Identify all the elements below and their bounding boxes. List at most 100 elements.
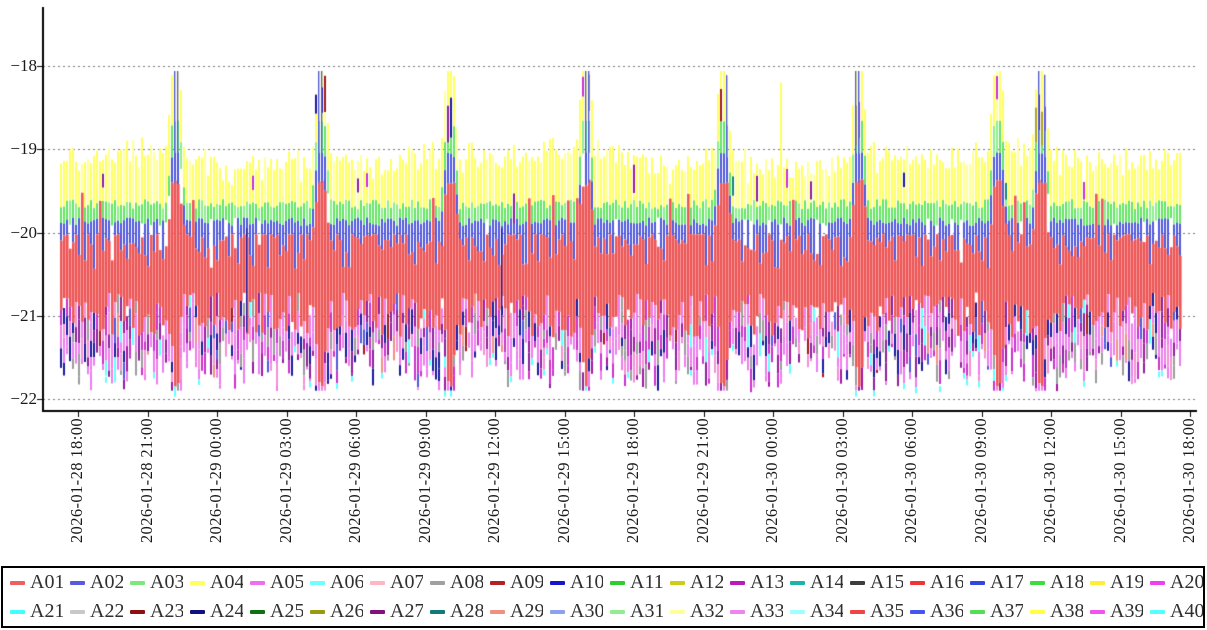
legend-item-A30: A30 — [543, 600, 603, 623]
legend-label: A38 — [1050, 600, 1083, 622]
legend-swatch — [1090, 580, 1105, 585]
legend-swatch — [850, 609, 865, 614]
legend-swatch — [250, 580, 265, 585]
legend-swatch — [910, 580, 925, 585]
legend-swatch — [1030, 580, 1045, 585]
legend-label: A28 — [450, 600, 483, 622]
legend-swatch — [130, 609, 145, 614]
legend-item-A20: A20 — [1143, 571, 1203, 594]
legend-label: A39 — [1110, 600, 1143, 622]
legend-label: A06 — [330, 571, 363, 593]
legend-item-A08: A08 — [423, 571, 483, 594]
legend-item-A36: A36 — [903, 600, 963, 623]
y-tick-label: −19 — [10, 139, 37, 159]
legend-swatch — [190, 580, 205, 585]
legend-swatch — [310, 580, 325, 585]
legend-label: A01 — [30, 571, 63, 593]
legend-box: A01 A02 A03 A04 A05 A06 A07 A08 A09 A10 A11 A12 A13 A… — [1, 566, 1205, 628]
legend-swatch — [430, 580, 445, 585]
legend-item-A11: A11 — [603, 571, 663, 594]
legend-item-A06: A06 — [303, 571, 363, 594]
y-tick-label: −21 — [10, 305, 37, 325]
legend-label: A26 — [330, 600, 363, 622]
legend-swatch — [610, 580, 625, 585]
legend-label: A11 — [630, 571, 663, 593]
legend-item-A22: A22 — [63, 600, 123, 623]
legend-label: A13 — [750, 571, 783, 593]
legend-label: A04 — [210, 571, 243, 593]
legend-swatch — [790, 580, 805, 585]
legend-label: A18 — [1050, 571, 1083, 593]
legend-item-A10: A10 — [543, 571, 603, 594]
y-tick-label: −18 — [10, 56, 37, 75]
legend-item-A03: A03 — [123, 571, 183, 594]
legend-item-A07: A07 — [363, 571, 423, 594]
legend-item-A26: A26 — [303, 600, 363, 623]
legend-item-A35: A35 — [843, 600, 903, 623]
legend-item-A27: A27 — [363, 600, 423, 623]
legend-label: A02 — [90, 571, 123, 593]
legend-label: A22 — [90, 600, 123, 622]
legend-item-A24: A24 — [183, 600, 243, 623]
legend-label: A16 — [930, 571, 963, 593]
legend-item-A13: A13 — [723, 571, 783, 594]
legend-swatch — [730, 609, 745, 614]
legend-label: A29 — [510, 600, 543, 622]
y-tick-label: −20 — [10, 222, 37, 242]
legend-item-A09: A09 — [483, 571, 543, 594]
legend-item-A29: A29 — [483, 600, 543, 623]
legend-item-A38: A38 — [1023, 600, 1083, 623]
legend-row-1: A01 A02 A03 A04 A05 A06 A07 A08 A09 A10 A11 A12 A13 A… — [3, 568, 1203, 597]
legend-label: A03 — [150, 571, 183, 593]
legend-swatch — [10, 580, 25, 585]
legend-item-A16: A16 — [903, 571, 963, 594]
legend-item-A37: A37 — [963, 600, 1023, 623]
legend-item-A15: A15 — [843, 571, 903, 594]
legend-item-A04: A04 — [183, 571, 243, 594]
legend-label: A12 — [690, 571, 723, 593]
legend-swatch — [850, 580, 865, 585]
legend-label: A27 — [390, 600, 423, 622]
legend-label: A25 — [270, 600, 303, 622]
legend-swatch — [70, 609, 85, 614]
legend-item-A14: A14 — [783, 571, 843, 594]
legend-swatch — [490, 580, 505, 585]
legend-item-A17: A17 — [963, 571, 1023, 594]
legend-swatch — [250, 609, 265, 614]
legend-label: A30 — [570, 600, 603, 622]
legend-swatch — [610, 609, 625, 614]
legend-label: A08 — [450, 571, 483, 593]
legend-label: A20 — [1170, 571, 1203, 593]
legend-item-A23: A23 — [123, 600, 183, 623]
legend-item-A12: A12 — [663, 571, 723, 594]
legend-label: A32 — [690, 600, 723, 622]
legend-item-A02: A02 — [63, 571, 123, 594]
legend-label: A40 — [1170, 600, 1203, 622]
legend-item-A31: A31 — [603, 600, 663, 623]
legend-label: A09 — [510, 571, 543, 593]
legend-swatch — [370, 580, 385, 585]
legend-label: A19 — [1110, 571, 1143, 593]
legend-label: A05 — [270, 571, 303, 593]
y-tick-label: −22 — [10, 389, 37, 408]
legend-swatch — [1090, 609, 1105, 614]
legend-item-A05: A05 — [243, 571, 303, 594]
legend-item-A01: A01 — [3, 571, 63, 594]
legend-swatch — [190, 609, 205, 614]
legend-label: A07 — [390, 571, 423, 593]
legend-swatch — [970, 609, 985, 614]
legend-label: A10 — [570, 571, 603, 593]
legend-item-A40: A40 — [1143, 600, 1203, 623]
legend-swatch — [550, 580, 565, 585]
legend-item-A34: A34 — [783, 600, 843, 623]
legend-swatch — [430, 609, 445, 614]
legend-swatch — [1150, 580, 1165, 585]
legend-label: A31 — [630, 600, 663, 622]
legend-swatch — [730, 580, 745, 585]
legend-item-A32: A32 — [663, 600, 723, 623]
legend-item-A25: A25 — [243, 600, 303, 623]
legend-swatch — [670, 580, 685, 585]
legend-swatch — [1030, 609, 1045, 614]
legend-item-A39: A39 — [1083, 600, 1143, 623]
